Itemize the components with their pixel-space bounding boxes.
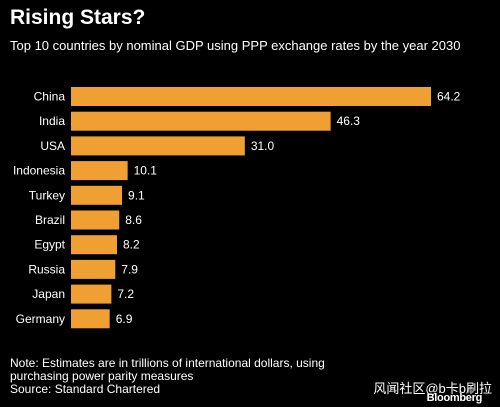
chart-footnote: Note: Estimates are in trillions of inte… (10, 357, 370, 396)
bar (71, 235, 117, 255)
value-label: 8.2 (123, 238, 140, 252)
bar (71, 87, 431, 106)
category-label: Turkey (29, 188, 65, 202)
category-label: Brazil (35, 213, 65, 227)
note-line-1: Note: Estimates are in trillions of inte… (10, 356, 325, 370)
value-label: 7.9 (121, 262, 138, 276)
bar-chart: China 64.2 India 46.3 USA 31.0 Indonesia 10.1 Tu… (13, 87, 461, 329)
source-line: Source: Standard Chartered (10, 382, 161, 396)
watermark-text: 风闻社区@b卡b刷拉 (373, 381, 492, 396)
value-label: 46.3 (337, 114, 361, 128)
bar (71, 136, 245, 156)
note-line-2: purchasing power parity measures (10, 369, 194, 383)
value-label: 8.6 (125, 213, 142, 227)
category-label: Russia (28, 262, 65, 276)
bar (71, 161, 128, 181)
bar (71, 210, 120, 230)
bloomberg-logo: Bloomberg (426, 392, 483, 404)
chart-subtitle: Top 10 countries by nominal GDP using PP… (10, 38, 461, 53)
value-label: 7.2 (117, 287, 134, 301)
category-label: India (39, 114, 65, 128)
category-label: Japan (32, 287, 65, 301)
value-label: 31.0 (251, 139, 275, 153)
value-label: 10.1 (134, 164, 158, 178)
value-label: 9.1 (128, 188, 145, 202)
bar (71, 259, 116, 279)
bar (71, 185, 123, 205)
value-label: 6.9 (116, 312, 133, 326)
category-label: Indonesia (13, 164, 65, 178)
bar (71, 284, 112, 304)
category-label: Germany (16, 312, 65, 326)
category-label: USA (40, 139, 65, 153)
value-label: 64.2 (437, 90, 461, 104)
chart-title: Rising Stars? (10, 6, 146, 29)
bar (71, 111, 331, 131)
category-label: China (34, 90, 66, 104)
category-label: Egypt (34, 238, 65, 252)
bar (71, 309, 110, 329)
